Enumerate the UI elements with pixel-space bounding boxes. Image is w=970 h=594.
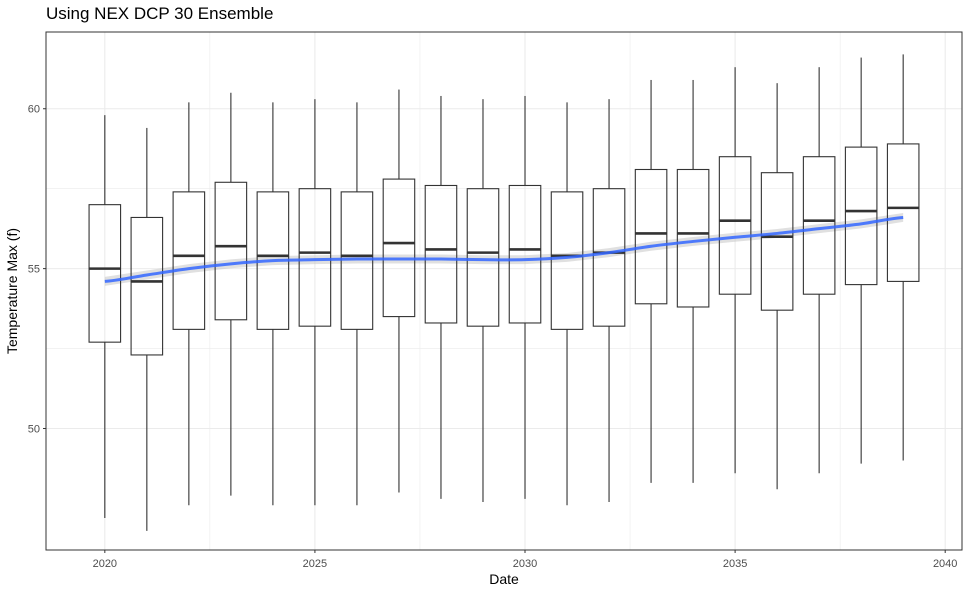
box-iqr [466,188,500,327]
box-iqr [88,204,122,343]
box-2025 [298,99,332,506]
box-2033 [634,79,668,483]
box-iqr [130,216,164,356]
box-2030 [508,95,542,499]
box-2035 [718,67,752,474]
box-iqr [508,184,542,324]
smooth-confidence-ribbon [104,212,904,286]
box-2023 [214,92,248,496]
box-2031 [550,102,584,506]
box-2021 [130,127,164,531]
x-tick-label: 2035 [723,558,747,570]
x-axis: 2020 2025 2030 2035 2040 [93,550,957,570]
box-iqr [718,156,752,295]
y-tick-label: 55 [28,264,40,276]
box-2037 [802,67,836,474]
box-iqr [298,188,332,327]
grid-lines [46,32,962,550]
box-iqr [760,172,794,311]
boxes-layer [88,54,920,531]
box-2038 [844,57,878,464]
y-tick-label: 50 [28,423,40,435]
box-iqr [550,191,584,330]
panel-border [45,31,963,551]
smooth-trend-line [104,215,904,283]
y-tick-label: 60 [28,104,40,116]
box-2032 [592,99,626,503]
box-iqr [886,143,920,282]
x-tick-label: 2025 [303,558,327,570]
box-iqr [844,146,878,286]
box-iqr [172,191,206,330]
box-2028 [424,95,458,499]
chart-title: Using NEX DCP 30 Ensemble [46,4,274,23]
box-2022 [172,102,206,506]
box-2020 [88,115,122,519]
x-tick-label: 2030 [513,558,537,570]
smooth-ribbon-layer [104,212,904,286]
box-2024 [256,102,290,506]
box-2036 [760,83,794,490]
box-2039 [886,54,920,461]
box-iqr [382,178,416,318]
box-iqr [634,168,668,305]
y-axis-title: Temperature Max (f) [4,228,20,354]
x-axis-title: Date [489,571,519,587]
box-2034 [676,79,710,483]
box-iqr [592,188,626,327]
x-tick-label: 2040 [933,558,957,570]
box-iqr [676,168,710,308]
box-2026 [340,102,374,506]
box-iqr [214,181,248,321]
box-2029 [466,99,500,503]
box-2027 [382,89,416,493]
box-iqr [424,184,458,324]
smooth-line-layer [104,215,904,283]
y-axis: 50 55 60 [28,104,46,435]
x-tick-label: 2020 [93,558,117,570]
